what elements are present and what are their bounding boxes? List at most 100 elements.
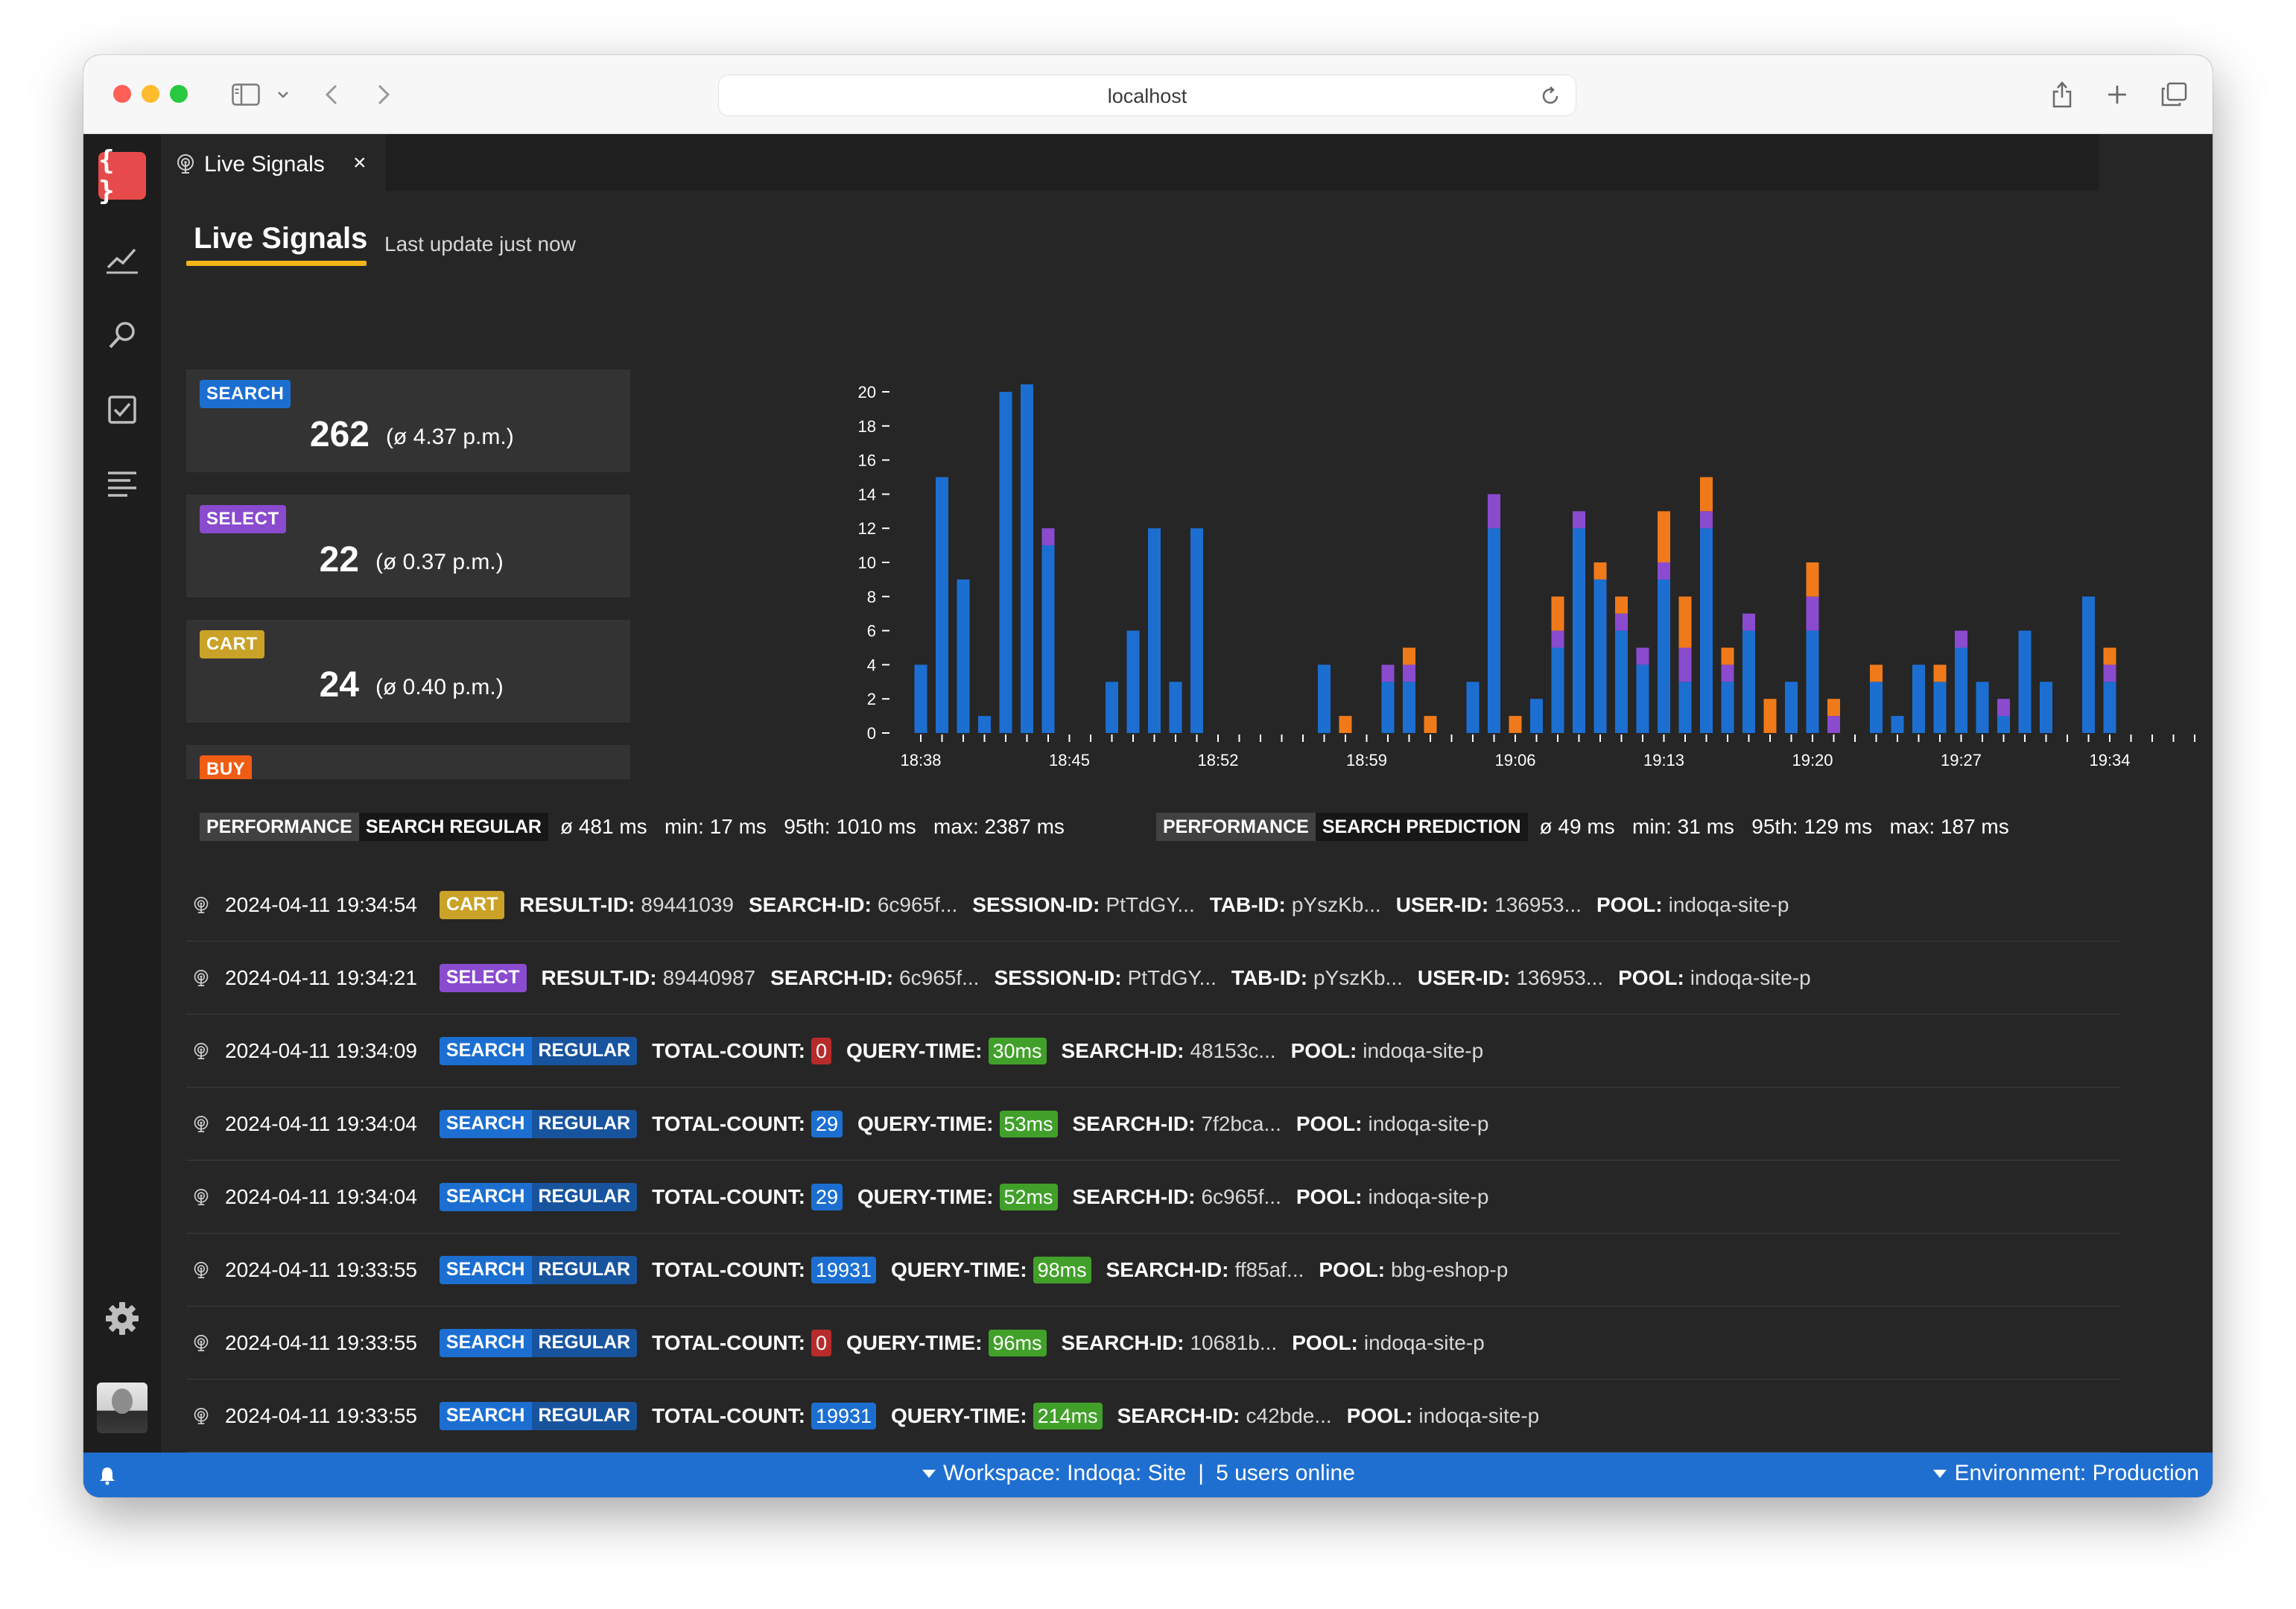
list-icon[interactable] (104, 466, 140, 502)
bar-segment-search (1126, 630, 1140, 733)
tab-strip: Live Signals × (161, 134, 2213, 194)
bar-segment-cart (1509, 716, 1522, 733)
bar-segment-cart (1615, 596, 1628, 614)
bar-segment-select (1636, 647, 1649, 665)
event-row[interactable]: 2024-04-11 19:34:54 CART RESULT-ID: 8944103… (186, 869, 2120, 942)
tab-overview-icon[interactable] (2157, 73, 2190, 116)
performance-tag: PERFORMANCE (1156, 813, 1316, 841)
address-bar[interactable]: localhost (718, 74, 1576, 116)
event-row[interactable]: 2024-04-11 19:33:55 SEARCH REGULAR TOTAL-CO… (186, 1234, 2120, 1307)
event-type-badge: SEARCH (439, 1109, 532, 1138)
tab-live-signals[interactable]: Live Signals × (161, 134, 386, 194)
bar-segment-cart (1700, 477, 1713, 512)
bar-segment-cart (1721, 647, 1734, 665)
search-id-field: SEARCH-ID: ff85af... (1106, 1258, 1304, 1282)
bar-segment-cart (1403, 647, 1415, 665)
y-tick-label: 8 (867, 588, 876, 606)
tab-id-field: TAB-ID: pYszKb... (1231, 966, 1403, 990)
search-icon[interactable] (104, 317, 140, 353)
close-window-button[interactable] (113, 85, 131, 103)
performance-stats: ø 481 ms min: 17 ms 95th: 1010 ms max: 2… (559, 815, 1065, 838)
minimize-window-button[interactable] (142, 85, 159, 103)
signal-icon (192, 969, 210, 987)
avatar[interactable] (97, 1383, 148, 1433)
search-id-key: SEARCH-ID: (1061, 1330, 1185, 1354)
zoom-window-button[interactable] (170, 85, 188, 103)
workspace-selector[interactable]: Workspace: Indoqa: Site | 5 users online (922, 1461, 1355, 1486)
search-id-value: 6c965f... (877, 892, 958, 916)
summary-card-select[interactable]: SELECT 22 (ø 0.37 p.m.) (186, 495, 630, 597)
bar-segment-search (914, 664, 927, 733)
bar-segment-search (1806, 630, 1819, 733)
bell-icon[interactable] (98, 1466, 116, 1489)
event-row[interactable]: 2024-04-11 19:33:55 SEARCH REGULAR TOTAL-CO… (186, 1380, 2120, 1453)
sidebar-toggle-icon[interactable] (229, 73, 262, 116)
y-tick-label: 16 (858, 451, 876, 470)
card-average: (ø 4.37 p.m.) (386, 425, 514, 449)
bar-segment-select (1381, 664, 1395, 682)
chevron-down-icon[interactable] (274, 73, 292, 116)
result-id-field: RESULT-ID: 89440987 (542, 966, 756, 990)
tab-label: Live Signals (204, 152, 325, 177)
close-icon[interactable]: × (353, 150, 367, 175)
event-row[interactable]: 2024-04-11 19:34:21 SELECT RESULT-ID: 89440… (186, 942, 2120, 1015)
environment-selector[interactable]: Environment: Production (1933, 1461, 2199, 1486)
user-id-value: 136953... (1494, 892, 1582, 916)
browser-toolbar: localhost (83, 55, 2213, 134)
summary-card-search[interactable]: SEARCH 262 (ø 4.37 p.m.) (186, 369, 630, 472)
x-tick-label: 18:59 (1346, 751, 1387, 769)
bar-segment-search (2082, 596, 2095, 733)
card-badge: BUY (200, 755, 253, 779)
bar-segment-search (1403, 682, 1415, 733)
query-time-value: 214ms (1033, 1402, 1103, 1429)
event-row[interactable]: 2024-04-11 19:34:04 SEARCH REGULAR TOTAL-CO… (186, 1088, 2120, 1161)
url-text: localhost (1107, 85, 1187, 107)
page-title: Live Signals (194, 222, 368, 255)
summary-card-buy[interactable]: BUY (186, 745, 630, 779)
x-tick-label: 19:34 (2089, 751, 2130, 769)
query-time-value: 52ms (999, 1183, 1058, 1210)
back-arrow-icon[interactable] (320, 73, 343, 116)
search-id-value: 6c965f... (1201, 1184, 1281, 1208)
signal-icon (192, 1407, 210, 1425)
search-id-field: SEARCH-ID: 48153c... (1062, 1039, 1276, 1063)
caret-down-icon (1933, 1469, 1947, 1478)
total-count-field: TOTAL-COUNT: 19931 (652, 1256, 877, 1283)
search-id-value: 10681b... (1190, 1330, 1278, 1354)
query-time-field: QUERY-TIME: 214ms (891, 1402, 1103, 1429)
total-count-field: TOTAL-COUNT: 29 (652, 1183, 843, 1210)
x-tick-label: 18:38 (900, 751, 941, 769)
pool-value: indoqa-site-p (1368, 1184, 1489, 1208)
reload-icon[interactable] (1541, 86, 1561, 110)
result-id-value: 89440987 (662, 965, 756, 989)
summary-card-cart[interactable]: CART 24 (ø 0.40 p.m.) (186, 620, 630, 723)
bar-segment-search (1933, 682, 1947, 733)
performance-type-tag: SEARCH PREDICTION (1315, 813, 1528, 841)
y-tick-label: 14 (858, 485, 876, 504)
total-count-field: TOTAL-COUNT: 29 (652, 1110, 843, 1137)
event-row[interactable]: 2024-04-11 19:33:55 SEARCH REGULAR TOTAL-CO… (186, 1307, 2120, 1380)
bar-segment-select (1721, 664, 1734, 682)
pool-key: POOL: (1319, 1257, 1386, 1281)
bar-segment-cart (1870, 664, 1883, 682)
share-icon[interactable] (2047, 73, 2077, 116)
signal-icon (192, 1115, 210, 1133)
chart-line-icon[interactable] (104, 241, 140, 277)
user-id-value: 136953... (1516, 965, 1604, 989)
gear-icon[interactable] (104, 1301, 140, 1336)
summary-cards: SEARCH 262 (ø 4.37 p.m.) SELECT 22 (ø 0.… (186, 369, 630, 779)
card-average: (ø 0.37 p.m.) (375, 550, 504, 574)
query-time-field: QUERY-TIME: 98ms (891, 1256, 1091, 1283)
x-tick-label: 19:20 (1792, 751, 1833, 769)
checkbox-icon[interactable] (104, 392, 140, 428)
event-subtype-badge: REGULAR (531, 1255, 638, 1284)
forward-arrow-icon[interactable] (372, 73, 395, 116)
bar-segment-search (1785, 682, 1798, 733)
event-row[interactable]: 2024-04-11 19:34:09 SEARCH REGULAR TOTAL-CO… (186, 1015, 2120, 1088)
event-row[interactable]: 2024-04-11 19:34:04 SEARCH REGULAR TOTAL-CO… (186, 1161, 2120, 1234)
query-time-field: QUERY-TIME: 30ms (846, 1037, 1047, 1064)
logo-icon[interactable]: { } (98, 145, 146, 206)
event-subtype-badge: REGULAR (531, 1182, 638, 1211)
performance-tag: PERFORMANCE (200, 813, 359, 841)
new-tab-icon[interactable] (2102, 73, 2132, 116)
